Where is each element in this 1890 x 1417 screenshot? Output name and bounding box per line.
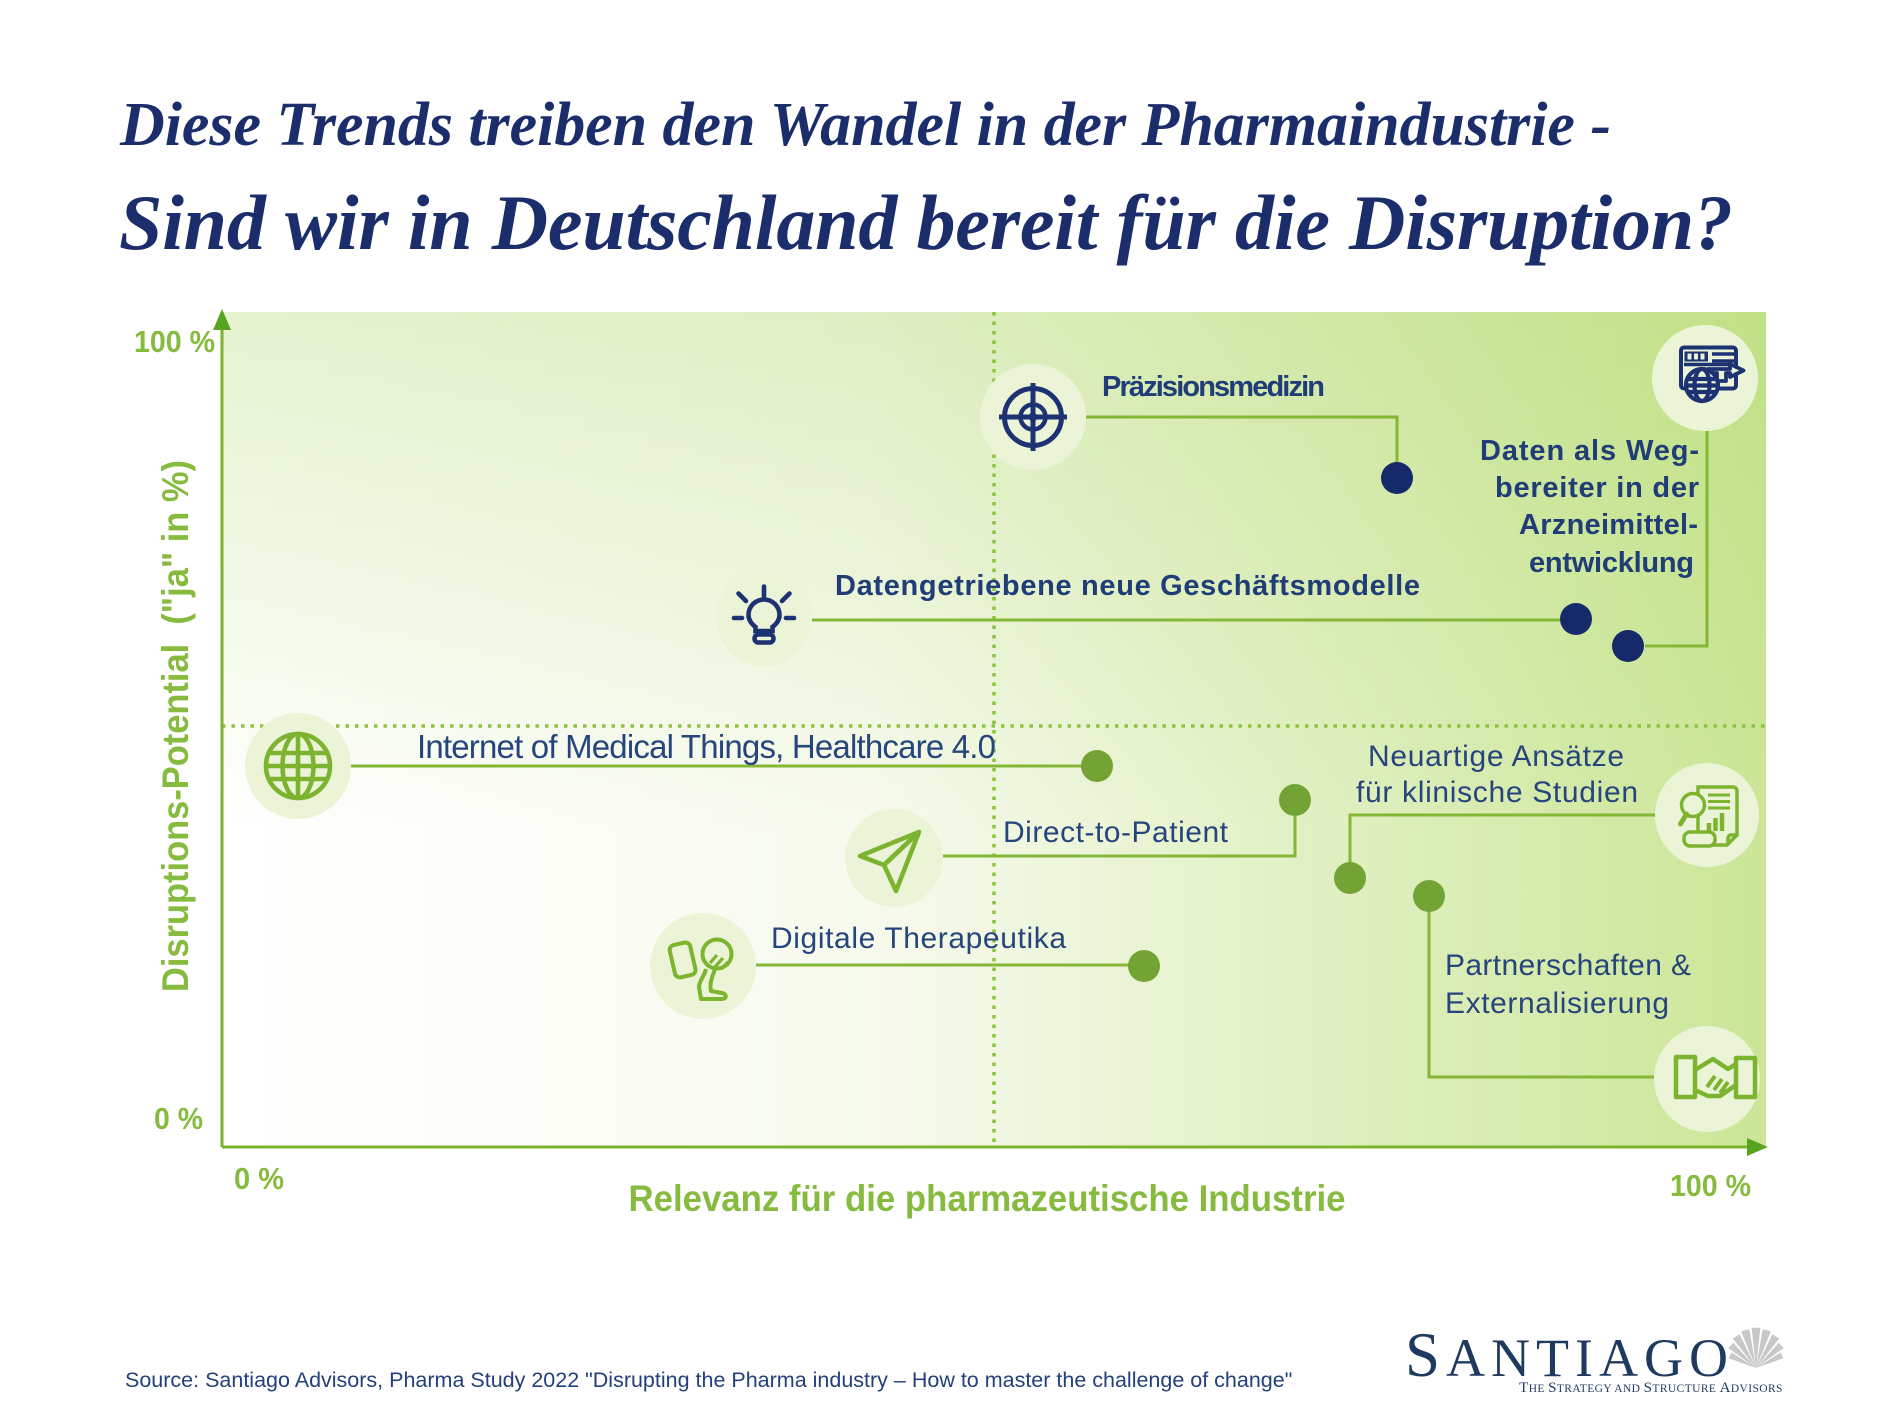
svg-text:100 %: 100 % [134,324,215,359]
svg-text:0 %: 0 % [234,1161,284,1196]
svg-text:Relevanz für die pharmazeutisc: Relevanz für die pharmazeutische Industr… [629,1178,1346,1219]
svg-text:Direct-to-Patient: Direct-to-Patient [1003,816,1229,849]
svg-text:Externalisierung: Externalisierung [1445,987,1669,1020]
svg-text:Neuartige Ansätze: Neuartige Ansätze [1368,740,1624,773]
svg-text:entwicklung: entwicklung [1529,547,1694,579]
svg-text:Sind wir in Deutschland bereit: Sind wir in Deutschland bereit für die D… [119,179,1733,266]
svg-text:Diese Trends treiben den Wande: Diese Trends treiben den Wandel in der P… [119,91,1611,159]
svg-text:THE STRATEGY AND STRUCTURE ADV: THE STRATEGY AND STRUCTURE ADVISORS [1519,1380,1783,1396]
svg-text:für klinische Studien: für klinische Studien [1356,776,1638,809]
svg-text:Datengetriebene neue Geschäfts: Datengetriebene neue Geschäftsmodelle [835,570,1420,602]
svg-text:Präzisionsmedizin: Präzisionsmedizin [1102,371,1325,403]
svg-text:Partnerschaften &: Partnerschaften & [1445,949,1691,982]
svg-text:Source: Santiago Advisors, Pha: Source: Santiago Advisors, Pharma Study … [125,1368,1292,1392]
svg-text:Daten als Weg-: Daten als Weg- [1480,435,1699,467]
svg-text:SANTIAGO: SANTIAGO [1405,1320,1734,1390]
svg-text:Digitale Therapeutika: Digitale Therapeutika [771,922,1066,955]
svg-text:bereiter in der: bereiter in der [1495,472,1699,504]
svg-text:Disruptions-Potential ("ja" i: Disruptions-Potential ("ja" in %) [155,460,196,992]
svg-text:100 %: 100 % [1670,1168,1751,1203]
svg-text:0 %: 0 % [154,1101,203,1136]
svg-text:Internet of Medical Things, He: Internet of Medical Things, Healthcare 4… [417,728,996,765]
svg-text:Arzneimittel-: Arzneimittel- [1519,509,1698,541]
